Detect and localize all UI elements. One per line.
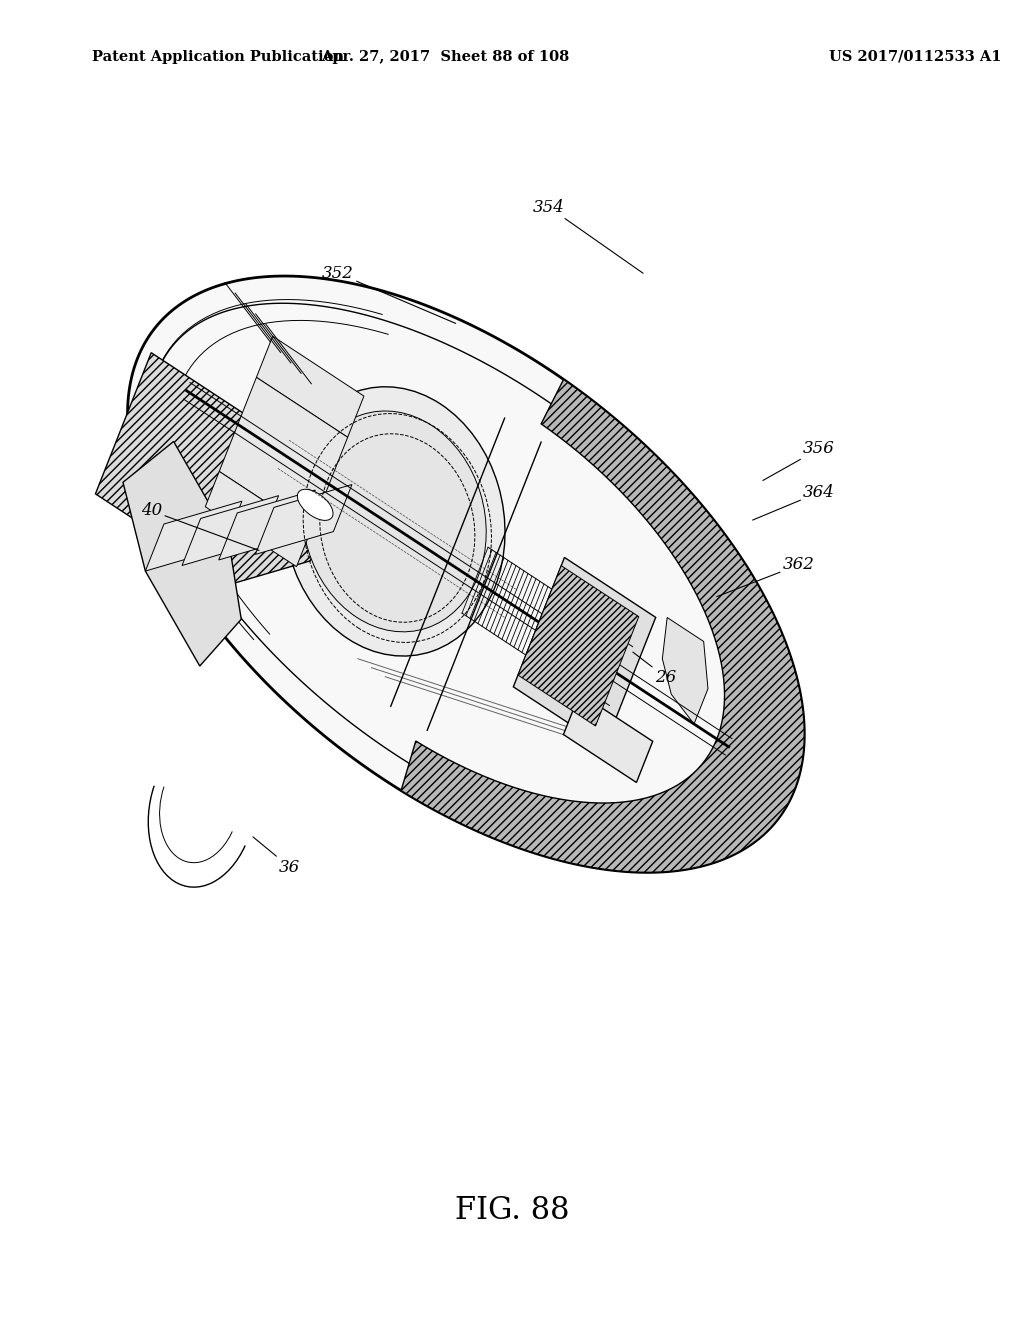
Polygon shape [205,471,310,566]
Polygon shape [128,276,804,873]
Polygon shape [256,337,364,437]
Polygon shape [563,693,652,783]
Polygon shape [513,557,655,747]
Polygon shape [95,352,334,583]
Text: 356: 356 [763,441,836,480]
Text: 36: 36 [253,837,300,875]
Polygon shape [255,484,352,554]
Polygon shape [518,566,639,726]
Text: Patent Application Publication: Patent Application Publication [92,50,344,63]
Ellipse shape [297,490,333,520]
Polygon shape [219,425,329,532]
Text: US 2017/0112533 A1: US 2017/0112533 A1 [829,50,1001,63]
Polygon shape [145,502,242,572]
Polygon shape [182,495,279,565]
Polygon shape [485,441,804,873]
Text: Apr. 27, 2017  Sheet 88 of 108: Apr. 27, 2017 Sheet 88 of 108 [322,50,569,63]
Text: 364: 364 [753,484,836,520]
Polygon shape [123,441,242,667]
Text: 352: 352 [322,265,456,323]
Polygon shape [401,379,804,873]
Text: FIG. 88: FIG. 88 [455,1195,569,1226]
Text: 354: 354 [532,199,643,273]
Ellipse shape [302,411,486,632]
Ellipse shape [284,387,505,656]
Polygon shape [238,378,348,484]
Polygon shape [663,618,708,723]
Text: 26: 26 [633,652,676,685]
Polygon shape [219,490,315,560]
Text: 362: 362 [717,557,815,597]
Text: 40: 40 [141,503,259,550]
